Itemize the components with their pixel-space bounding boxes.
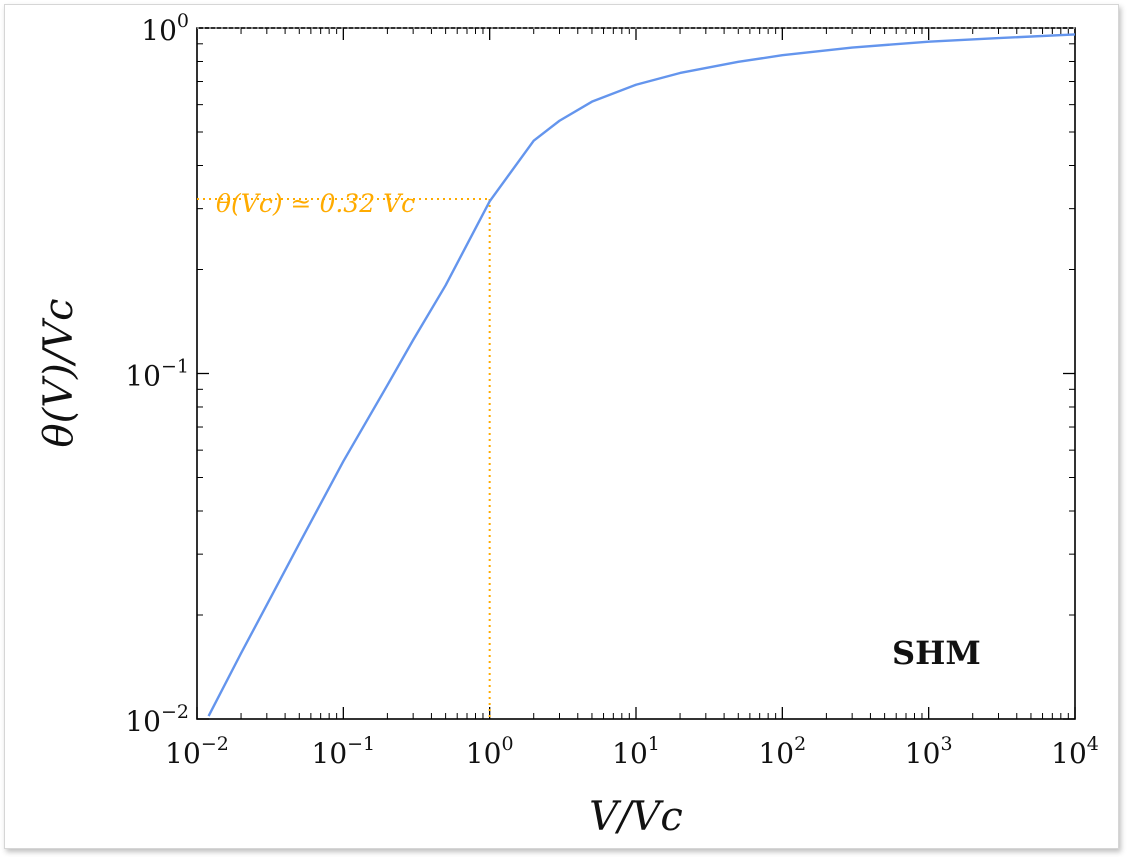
- x-tick-label: 100: [466, 733, 514, 770]
- y-tick-label: 10−2: [125, 701, 189, 738]
- x-tick-label: 103: [905, 733, 953, 770]
- y-tick-label: 10−1: [125, 356, 189, 393]
- annotation-shm: SHM: [892, 634, 981, 672]
- ticks: [196, 27, 1076, 720]
- x-tick-label: 102: [758, 733, 806, 770]
- x-tick-label: 101: [612, 733, 660, 770]
- x-tick-label: 10−1: [312, 733, 376, 770]
- series-line: [207, 33, 1076, 717]
- plot-area: [196, 27, 1076, 720]
- series: [207, 33, 1076, 717]
- y-axis-title: θ(V)/Vc: [36, 299, 82, 448]
- x-axis-title: V/Vc: [589, 794, 683, 840]
- x-tick-label: 104: [1051, 733, 1099, 770]
- guides: [197, 27, 1075, 719]
- y-tick-label: 100: [141, 10, 189, 47]
- labels: 10−2 10−1 100 101 102 103 104 10−2 10−1 100: [125, 10, 1099, 770]
- x-tick-label: 10−2: [165, 733, 229, 770]
- figure-frame: [4, 4, 1119, 849]
- plot-frame: [196, 27, 1076, 720]
- annotation-marker: θ(Vc) ≃ 0.32 Vc: [216, 189, 415, 218]
